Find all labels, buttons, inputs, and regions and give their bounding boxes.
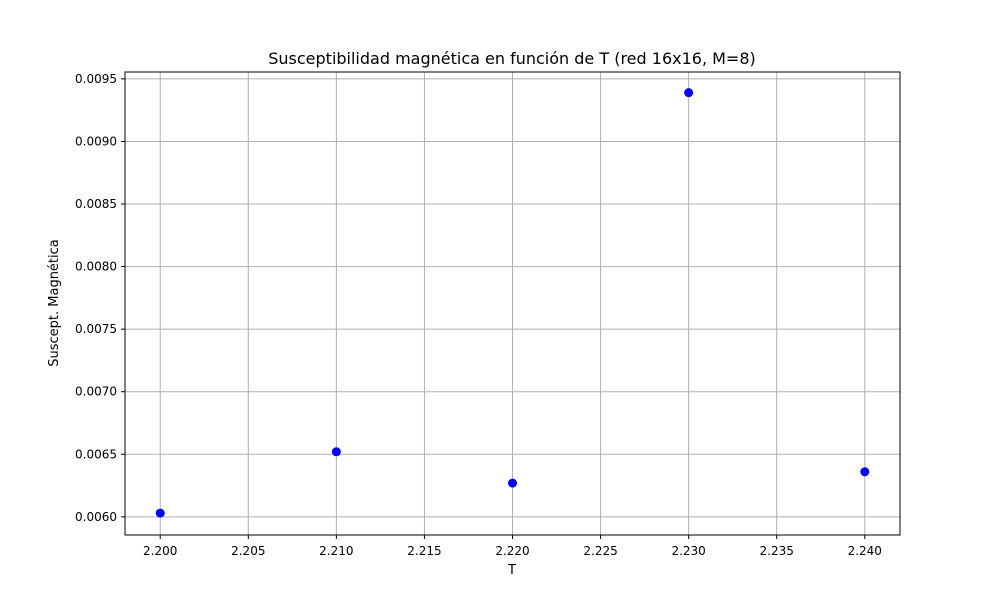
- y-tick-label: 0.0085: [75, 197, 117, 211]
- data-point: [860, 467, 870, 477]
- y-tick-label: 0.0070: [75, 385, 117, 399]
- grid-layer: [125, 72, 900, 535]
- x-tick-label: 2.240: [848, 544, 882, 558]
- x-tick-label: 2.220: [495, 544, 529, 558]
- data-point: [508, 478, 517, 488]
- x-axis-label: T: [507, 563, 516, 578]
- y-tick-label: 0.0075: [75, 322, 117, 336]
- x-tick-label: 2.200: [143, 544, 177, 558]
- y-tick-label: 0.0090: [75, 134, 117, 148]
- data-point: [684, 88, 694, 98]
- data-point: [155, 508, 165, 518]
- y-axis-label: Suscept. Magnética: [47, 239, 62, 367]
- x-tick-label: 2.225: [583, 544, 617, 558]
- y-tick-label: 0.0065: [75, 447, 117, 461]
- x-tick-label: 2.210: [319, 544, 353, 558]
- x-tick-label: 2.215: [407, 544, 441, 558]
- y-tick-label: 0.0095: [75, 72, 117, 86]
- y-tick-label: 0.0080: [75, 260, 117, 274]
- chart-title: Susceptibilidad magnética en función de …: [268, 49, 756, 68]
- x-tick-label: 2.230: [671, 544, 705, 558]
- x-tick-label: 2.235: [760, 544, 794, 558]
- x-tick-label: 2.205: [231, 544, 265, 558]
- y-tick-label: 0.0060: [75, 510, 117, 524]
- data-point: [331, 447, 341, 457]
- tick-layer: 2.200 2.205 2.210 2.215 2.220 2.225 2.230 2.235…: [75, 72, 882, 558]
- point-layer: [155, 88, 870, 518]
